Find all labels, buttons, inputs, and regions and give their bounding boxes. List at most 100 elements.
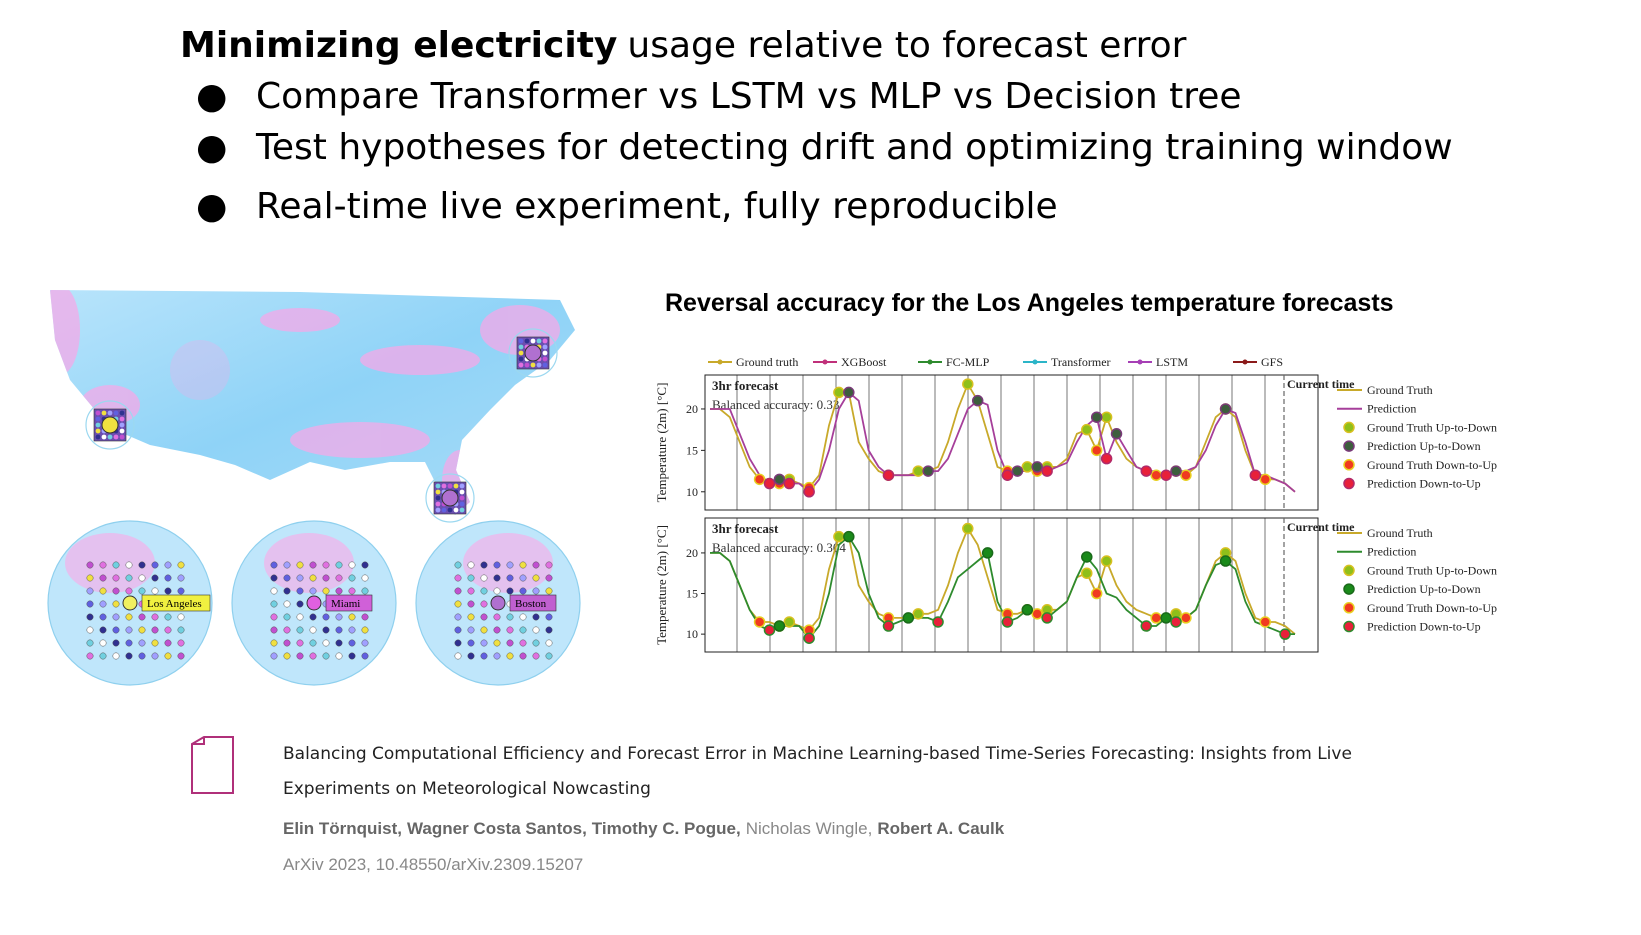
grid-dot (506, 561, 514, 569)
reversal-marker (1100, 411, 1113, 423)
city-dot (435, 501, 441, 507)
chart-title: Reversal accuracy for the Los Angeles te… (665, 289, 1394, 317)
legend-label: Ground truth (736, 355, 798, 369)
grid-dot (361, 587, 369, 595)
reversal-marker (753, 473, 766, 486)
city-marker-ring (508, 328, 558, 378)
reversal-marker (1279, 628, 1291, 640)
grid-dot (532, 561, 540, 569)
grid-dot (296, 652, 304, 660)
city-dot (119, 416, 125, 422)
grid-dot (86, 613, 94, 621)
title-rest: usage relative to forecast error (627, 25, 1186, 66)
grid-dot (270, 587, 278, 595)
accuracy-label: Balanced accuracy: 0.304 (712, 540, 846, 555)
grid-dot (361, 561, 369, 569)
us-map (50, 290, 575, 523)
grid-dot (309, 613, 317, 621)
grid-dot (177, 652, 185, 660)
grid-dot (164, 626, 172, 634)
city-dot (101, 410, 107, 416)
grid-dot (125, 639, 133, 647)
grid-dot (86, 561, 94, 569)
author: Nicholas Wingle, (746, 819, 873, 838)
grid-dot (519, 587, 527, 595)
panel-label: 3hr forecast (712, 521, 779, 536)
legend-label: Prediction Down-to-Up (1367, 477, 1481, 491)
grid-dot (138, 626, 146, 634)
legend-label: Prediction (1367, 545, 1416, 559)
city-dot (119, 434, 125, 440)
grid-dot (480, 626, 488, 634)
grid-dot (480, 574, 488, 582)
grid-dot (151, 587, 159, 595)
author: Timothy C. Pogue, (592, 819, 741, 838)
grid-dot (467, 652, 475, 660)
reversal-marker (1001, 469, 1014, 481)
city-label-box (509, 594, 557, 612)
reversal-marker (1150, 469, 1162, 481)
reversal-marker (1100, 452, 1113, 465)
grid-dot (283, 639, 291, 647)
grid-dot (177, 639, 185, 647)
reversal-marker (1041, 465, 1053, 477)
reversal-marker (843, 530, 855, 543)
current-time-label: Current time (1287, 377, 1355, 391)
grid-dot (177, 574, 185, 582)
city-dot (518, 344, 524, 350)
reversal-marker (1081, 551, 1093, 563)
city-label-box (141, 594, 211, 612)
city-dot (95, 422, 101, 428)
reversal-marker (773, 473, 786, 486)
city-dot (518, 356, 524, 362)
city-dot (107, 434, 113, 440)
grid-dot (270, 561, 278, 569)
grid-dot (86, 600, 94, 608)
city-dot (542, 362, 548, 368)
reversal-marker (833, 386, 845, 399)
grid-dot (99, 613, 107, 621)
accuracy-label: Balanced accuracy: 0.33 (712, 397, 839, 412)
reversal-marker (1081, 423, 1093, 436)
reversal-marker (783, 477, 796, 490)
city-marker-ring (85, 400, 135, 450)
plot-frame (704, 374, 1319, 511)
grid-dot (493, 652, 501, 660)
reversal-marker (1001, 616, 1014, 628)
reversal-marker (912, 608, 924, 620)
legend-dot (1343, 440, 1355, 452)
city-dot (441, 483, 447, 489)
reversal-marker (1081, 567, 1093, 579)
reversal-marker (882, 620, 895, 632)
reversal-marker (1100, 555, 1113, 567)
grid-dot (283, 652, 291, 660)
grid-dot (361, 652, 369, 660)
author: Elin Törnquist, (283, 819, 402, 838)
grid-dot (270, 574, 278, 582)
grid-dot (125, 626, 133, 634)
reversal-marker (1259, 616, 1272, 628)
grid-dot (467, 613, 475, 621)
grid-dot (545, 561, 553, 569)
grid-dot (164, 587, 172, 595)
grid-dot (467, 626, 475, 634)
grid-dot (335, 574, 343, 582)
grid-dot (177, 613, 185, 621)
grid-dot (99, 561, 107, 569)
reversal-marker (1170, 616, 1182, 628)
grid-dot (283, 587, 291, 595)
grid-dot (335, 639, 343, 647)
grid-dot (480, 587, 488, 595)
grid-dot (138, 587, 146, 595)
grid-dot (296, 626, 304, 634)
grid-dot (454, 626, 462, 634)
grid-dot (99, 587, 107, 595)
grid-dot (296, 613, 304, 621)
reversal-marker (1219, 403, 1232, 415)
legend-label: Ground Truth Up-to-Down (1367, 563, 1497, 577)
reversal-marker (1249, 469, 1262, 481)
city-label: Miami (331, 598, 360, 610)
grid-dot (164, 561, 172, 569)
city-dot (542, 350, 548, 356)
grid-dot (467, 574, 475, 582)
